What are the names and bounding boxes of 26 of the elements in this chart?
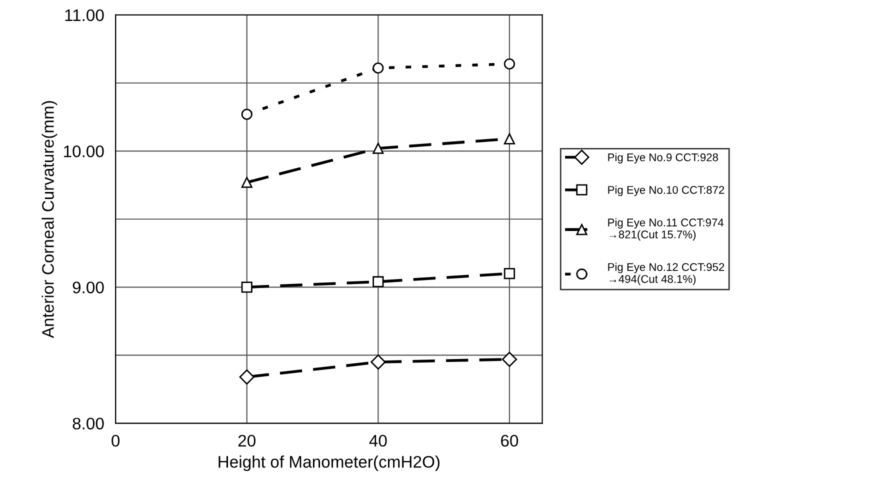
x-tick-label: 40 — [369, 434, 387, 447]
point — [241, 176, 252, 188]
y-tick-label: 8.00 — [72, 418, 104, 430]
point — [504, 58, 516, 70]
point — [372, 62, 384, 74]
point — [372, 142, 384, 154]
x-tick-label: 60 — [501, 434, 518, 447]
point — [504, 268, 516, 280]
legend-label: Pig Eye No.9 CCT:928 — [608, 153, 718, 164]
y-tick-label: 9.00 — [72, 282, 104, 294]
point — [241, 108, 252, 120]
legend-label: Pig Eye No.11 CCT:974 →821(Cut 15.7%) — [608, 218, 724, 241]
point — [504, 133, 516, 144]
y-tick-label: 10.00 — [64, 145, 104, 158]
x-tick-label: 0 — [112, 434, 120, 447]
y-axis-title: Anterior Corneal Curvature(mm) — [42, 101, 58, 338]
point — [241, 282, 252, 293]
x-axis-title: Height of Manometer(cmH2O) — [218, 456, 440, 472]
point — [239, 369, 254, 385]
legend-label: Pig Eye No.12 CCT:952 →494(Cut 48.1%) — [608, 262, 724, 286]
point — [370, 354, 386, 370]
point — [372, 276, 384, 288]
legend-label: Pig Eye No.10 CCT:872 — [608, 186, 724, 196]
x-tick-label: 20 — [238, 434, 256, 447]
point — [502, 352, 518, 367]
y-tick-label: 11.00 — [65, 9, 104, 22]
